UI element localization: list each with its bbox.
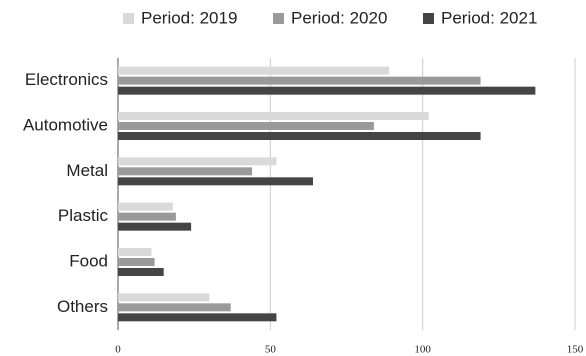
bar [118, 248, 152, 256]
legend-label: Period: 2019 [141, 8, 237, 27]
legend-swatch [273, 13, 284, 24]
bar [118, 222, 192, 231]
y-tick-label: Automotive [23, 115, 108, 134]
bar [118, 202, 173, 211]
bar [118, 293, 210, 302]
bar [118, 66, 390, 75]
bar [118, 76, 481, 85]
y-tick-label: Electronics [25, 70, 108, 89]
legend-swatch [123, 13, 134, 24]
bar [118, 157, 277, 166]
bar [118, 167, 253, 176]
bar [118, 313, 277, 322]
bar [118, 258, 155, 266]
bar [118, 177, 313, 186]
legend-swatch [423, 13, 434, 24]
bar [118, 212, 176, 221]
bar [118, 86, 536, 95]
x-tick-label: 100 [414, 344, 431, 356]
x-tick-label: 50 [265, 344, 277, 356]
bar [118, 132, 481, 140]
bar [118, 268, 164, 276]
bar [118, 112, 429, 120]
y-tick-label: Food [69, 251, 108, 270]
x-tick-label: 150 [567, 344, 584, 356]
legend-label: Period: 2021 [441, 8, 537, 27]
legend-label: Period: 2020 [291, 8, 387, 27]
y-tick-label: Others [57, 297, 108, 316]
y-tick-label: Plastic [58, 206, 109, 225]
bar [118, 122, 374, 130]
y-tick-label: Metal [66, 161, 108, 180]
bar [118, 303, 231, 312]
x-tick-label: 0 [115, 344, 121, 356]
